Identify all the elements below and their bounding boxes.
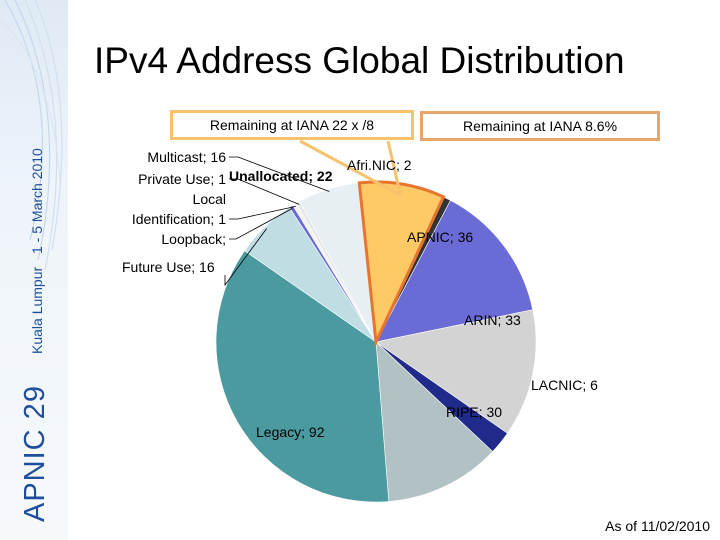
pie-slice-unallocated: [357, 180, 446, 348]
page-title: IPv4 Address Global Distribution: [94, 40, 625, 81]
pie-slice-apnic: [375, 199, 534, 343]
sidebar-vertical-text: APNIC 29 Kuala Lumpur 1 - 5 March 2010: [19, 148, 51, 522]
leader-line-future-use: [224, 228, 267, 287]
pie-slices: [215, 180, 537, 503]
slice-label-lacnic: LACNIC; 6: [531, 377, 598, 393]
slice-label-ripe: RIPE; 30: [446, 404, 502, 420]
slice-label-local-identification-line1: Local: [193, 191, 226, 207]
leader-line-local-identification: [229, 206, 296, 220]
slice-label-multicast: Multicast; 16: [147, 149, 226, 165]
callout-link-blocks: [299, 139, 402, 197]
slice-label-future-use: Future Use; 16: [122, 259, 215, 275]
sidebar-location-text: Kuala Lumpur: [29, 266, 45, 354]
leader-line-multicast: [229, 156, 330, 192]
slice-label-private-use: Private Use; 1: [138, 171, 226, 187]
sidebar-swirl-decoration: [0, 0, 63, 271]
sidebar-brand-text: APNIC 29: [19, 385, 51, 522]
remaining-iana-percent-callout: Remaining at IANA 8.6%: [420, 111, 660, 141]
pie-slice-arin: [375, 309, 537, 434]
slice-label-unallocated: Unallocated; 22: [229, 168, 333, 184]
slice-label-legacy: Legacy; 92: [256, 424, 325, 440]
as-of-date: As of 11/02/2010: [605, 518, 710, 534]
sidebar-banner: APNIC 29 Kuala Lumpur 1 - 5 March 2010: [0, 0, 68, 540]
slice-label-apnic: APNIC; 36: [407, 229, 473, 245]
pie-leader-lines: [224, 139, 402, 287]
pie-labels: Multicast; 16 Private Use; 1 Local Ident…: [122, 149, 598, 440]
slice-label-afrinic: Afri.NIC; 2: [347, 157, 412, 173]
leader-line-loopback: [229, 208, 293, 240]
slice-label-arin: ARIN; 33: [464, 312, 521, 328]
pie-slice-ripe: [375, 341, 494, 502]
slice-label-local-identification-line2: Identification; 1: [132, 211, 226, 227]
callout-link-percent: [386, 140, 402, 196]
remaining-iana-blocks-callout: Remaining at IANA 22 x /8: [170, 110, 414, 140]
leader-line-private-use: [229, 178, 300, 205]
pie-slice-legacy: [215, 250, 390, 503]
slice-label-loopback: Loopback;: [161, 231, 226, 247]
sidebar-dates-text: 1 - 5 March 2010: [29, 148, 45, 254]
